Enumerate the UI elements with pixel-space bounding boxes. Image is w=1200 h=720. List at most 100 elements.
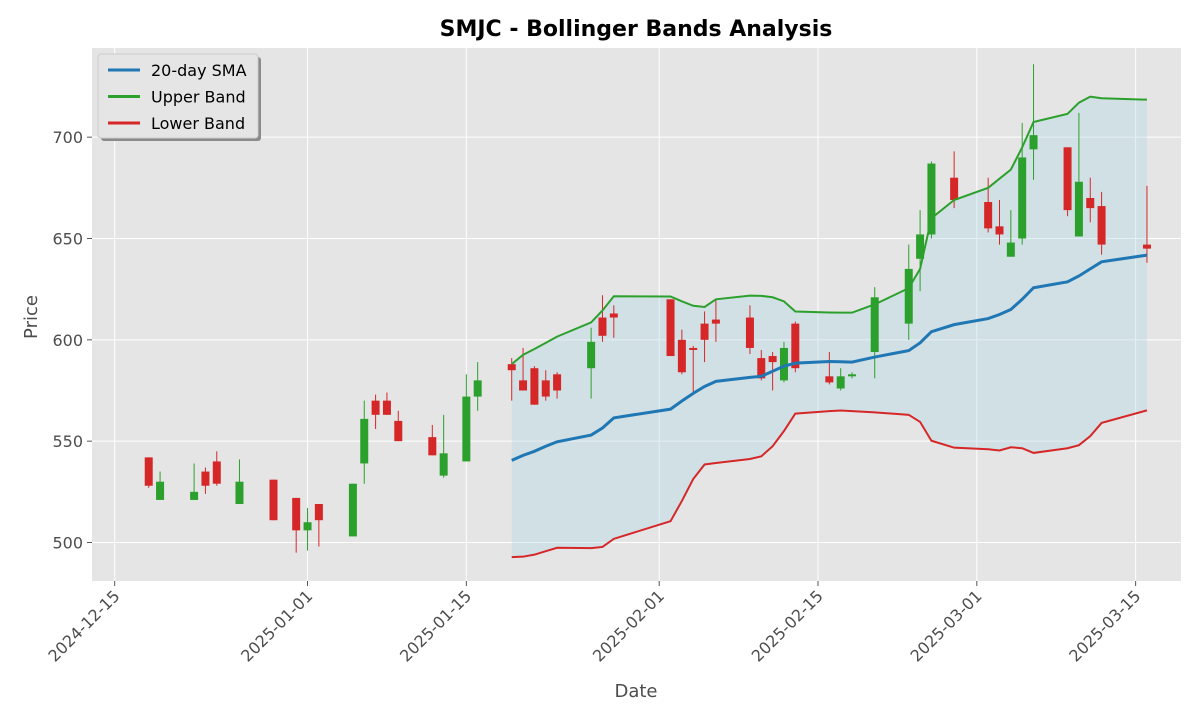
candle-down: [609, 305, 618, 338]
candle-body: [303, 522, 312, 531]
candle-body: [745, 317, 754, 348]
band-lines: [511, 95, 1148, 559]
candle-body: [156, 481, 165, 500]
legend-entry: Upper Band: [108, 88, 246, 107]
chart-title: SMJC - Bollinger Bands Analysis: [440, 17, 833, 42]
candle-body: [144, 457, 153, 486]
candle-up: [587, 327, 596, 399]
legend-entry: 20-day SMA: [108, 61, 247, 80]
candle-body: [757, 358, 766, 379]
candle-body: [950, 177, 959, 200]
candle-up: [927, 161, 936, 239]
candle-down: [745, 305, 754, 355]
candle-body: [201, 471, 210, 486]
candle-body: [269, 479, 278, 521]
candle-down: [553, 372, 562, 399]
candle-up: [870, 287, 879, 379]
candle-down: [1097, 191, 1106, 255]
candle-body: [587, 341, 596, 369]
candle-up: [848, 372, 857, 379]
candle-body: [348, 483, 357, 537]
x-axis-title: Date: [614, 681, 657, 702]
candle-down: [1063, 147, 1072, 217]
candle-down: [700, 311, 709, 363]
candle-down: [371, 394, 380, 430]
candle-down: [666, 299, 675, 357]
candle-body: [984, 202, 993, 229]
candle-down: [711, 299, 720, 342]
candle-body: [530, 368, 539, 405]
candle-body: [916, 234, 925, 259]
candle-body: [609, 313, 618, 318]
lower-band-line: [511, 409, 1148, 559]
candle-down: [598, 295, 607, 342]
candle-down: [507, 358, 516, 401]
candle-up: [1006, 210, 1015, 257]
candle-body: [235, 481, 244, 504]
upper-band-line: [511, 95, 1147, 365]
candle-body: [689, 347, 698, 350]
candle-down: [314, 503, 323, 547]
candle-body: [1018, 157, 1027, 239]
candle-down: [677, 329, 686, 375]
candle-body: [212, 461, 221, 484]
y-tick-label: 500: [52, 533, 83, 552]
candle-down: [689, 345, 698, 393]
candle-body: [1006, 242, 1015, 257]
candle-up: [303, 508, 312, 551]
candle-body: [995, 226, 1004, 235]
candle-body: [1029, 135, 1038, 150]
candle-body: [462, 396, 471, 462]
candle-body: [428, 437, 437, 456]
candle-body: [870, 297, 879, 352]
sma-line: [511, 253, 1148, 462]
candle-body: [927, 163, 936, 235]
candle-body: [519, 380, 528, 391]
candle-down: [530, 366, 539, 405]
legend-entry: Lower Band: [108, 114, 245, 133]
candle-body: [677, 339, 686, 373]
y-tick-label: 650: [52, 230, 83, 249]
candle-body: [371, 400, 380, 415]
legend: 20-day SMA Upper Band Lower Band: [97, 53, 261, 141]
candle-body: [700, 323, 709, 340]
candle-down: [1142, 185, 1151, 263]
candle-up: [235, 459, 244, 504]
candle-up: [836, 368, 845, 391]
candle-up: [1074, 112, 1083, 237]
candle-body: [791, 323, 800, 369]
candle-body: [598, 317, 607, 336]
candle-body: [507, 364, 516, 371]
candle-down: [382, 392, 391, 415]
y-tick-label: 700: [52, 128, 83, 147]
candle-down: [269, 479, 278, 521]
candle-body: [836, 376, 845, 389]
candle-up: [156, 471, 165, 500]
candle-up: [190, 463, 199, 500]
candle-up: [779, 341, 788, 383]
candle-body: [848, 374, 857, 377]
candle-body: [1097, 206, 1106, 245]
candle-body: [904, 268, 913, 324]
candle-body: [768, 356, 777, 363]
candle-body: [439, 453, 448, 476]
candle-up: [360, 400, 369, 484]
candle-body: [1074, 181, 1083, 237]
candle-down: [292, 497, 301, 553]
candle-down: [950, 151, 959, 209]
candle-body: [541, 380, 550, 397]
candle-body: [711, 319, 720, 324]
y-axis-title: Price: [21, 295, 42, 339]
candle-body: [314, 503, 323, 521]
candle-down: [995, 199, 1004, 245]
y-tick-label: 600: [52, 331, 83, 350]
legend-label: Upper Band: [151, 88, 246, 107]
candle-body: [779, 347, 788, 381]
grid: [92, 48, 1181, 581]
candle-down: [212, 451, 221, 486]
candle-body: [1142, 244, 1151, 249]
candle-body: [190, 491, 199, 500]
candle-up: [904, 244, 913, 340]
legend-label: Lower Band: [151, 114, 245, 133]
